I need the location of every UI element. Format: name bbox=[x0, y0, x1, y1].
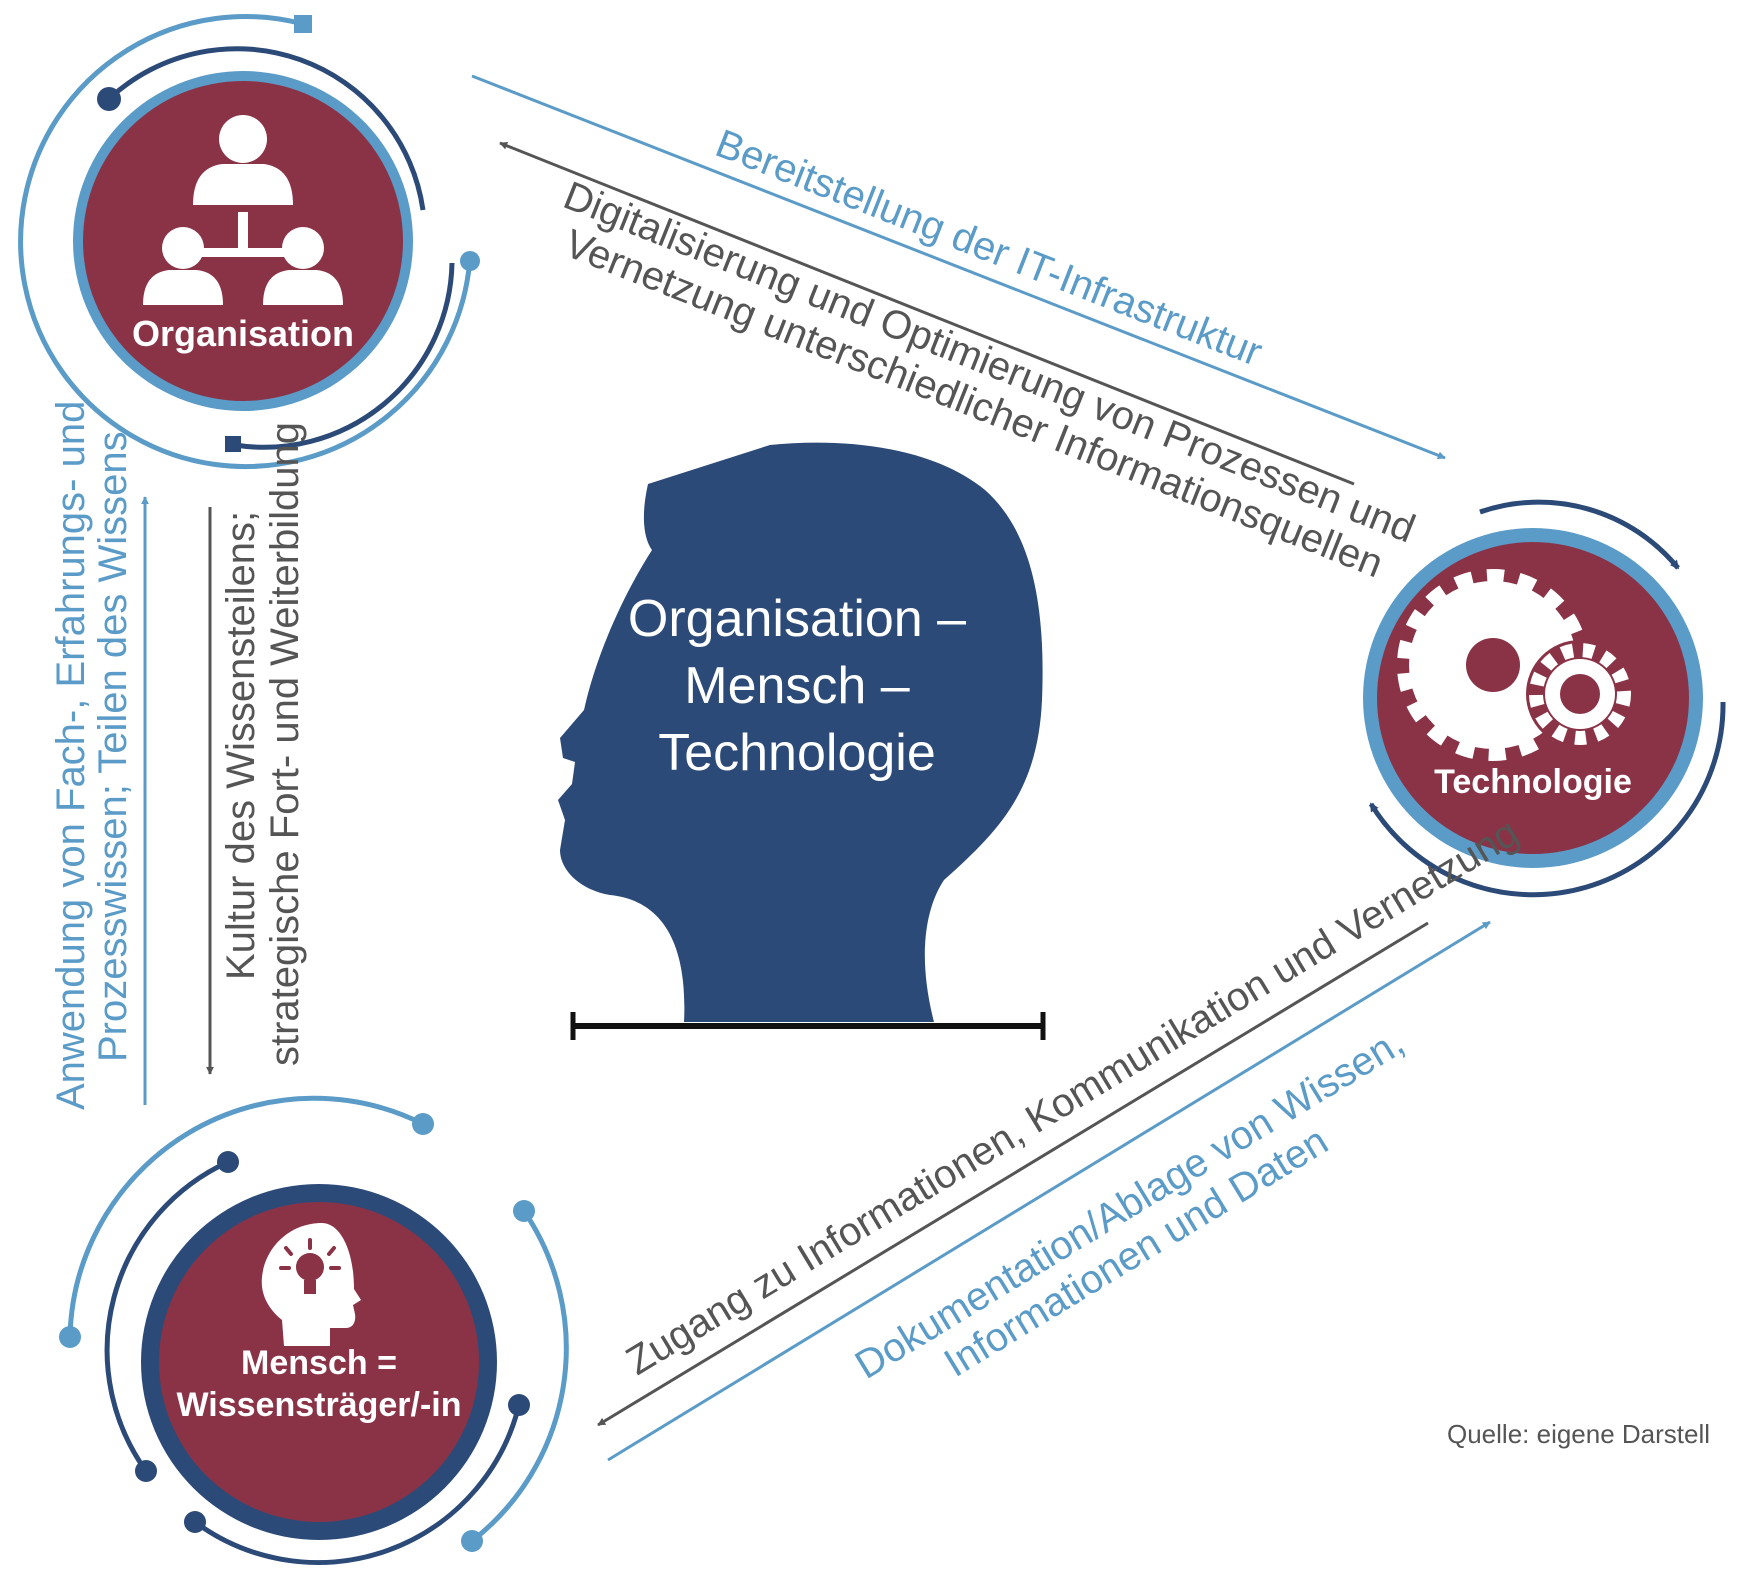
human-head-silhouette bbox=[558, 442, 1043, 1022]
technologie-label: Technologie bbox=[1434, 763, 1632, 801]
organisation-inner-arc-top bbox=[108, 46, 426, 211]
mensch-arc-dot-8 bbox=[184, 1511, 206, 1533]
arrow-tech-to-org bbox=[499, 141, 1355, 486]
mensch-inner-arc-left bbox=[104, 1159, 230, 1473]
arrow-mensch-to-tech bbox=[607, 920, 1491, 1462]
mensch-arc-dot-4 bbox=[461, 1530, 483, 1552]
mensch-node: Mensch = Wissensträger/-in bbox=[59, 1095, 569, 1566]
mensch-outer-arc-left bbox=[67, 1095, 425, 1338]
organisation-outer-arc bbox=[18, 14, 473, 470]
mensch-arc-dot-6 bbox=[135, 1460, 157, 1482]
mensch-arc-dot-7 bbox=[508, 1394, 530, 1416]
label-mensch-to-org-line1: Anwendung von Fach-, Erfahrungs- und bbox=[49, 401, 93, 1110]
organisation-node: Organisation bbox=[18, 14, 480, 470]
label-org-to-mensch-line2: strategische Fort- und Weiterbildung bbox=[263, 422, 307, 1066]
mensch-label-line1: Mensch = bbox=[241, 1344, 397, 1382]
mensch-arc-dot-2 bbox=[59, 1326, 81, 1348]
mensch-arc-dot-1 bbox=[412, 1113, 434, 1135]
organisation-arc-dot-light bbox=[460, 251, 480, 271]
center-text-line1: Organisation – bbox=[628, 590, 966, 648]
edge-org-to-mensch: Kultur des Wissensteilens; strategische … bbox=[206, 422, 307, 1075]
label-mensch-to-org-line2: Prozesswissen; Teilen des Wissens bbox=[91, 431, 135, 1062]
center-text-line3: Technologie bbox=[658, 724, 936, 782]
gears-icon bbox=[1397, 569, 1634, 761]
technologie-arc-bottom bbox=[1368, 701, 1726, 898]
center-text-line2: Mensch – bbox=[684, 657, 910, 715]
technologie-arc-top bbox=[1479, 499, 1680, 570]
mensch-arc-dot-5 bbox=[217, 1151, 239, 1173]
edge-mensch-to-org: Anwendung von Fach-, Erfahrungs- und Pro… bbox=[49, 401, 149, 1110]
label-org-to-mensch-line1: Kultur des Wissensteilens; bbox=[219, 511, 263, 980]
organisation-inner-arc-bottom bbox=[234, 262, 455, 450]
organisation-arc-square-cap bbox=[294, 15, 312, 33]
organisation-arc-square-cap-dark bbox=[225, 436, 241, 452]
center-head: Organisation – Mensch – Technologie bbox=[558, 442, 1046, 1040]
organisation-label: Organisation bbox=[132, 313, 354, 354]
arrow-org-to-tech bbox=[471, 74, 1446, 460]
mensch-label-line2: Wissensträger/-in bbox=[177, 1386, 462, 1424]
mensch-outer-arc-right bbox=[470, 1209, 569, 1543]
source-note: Quelle: eigene Darstell bbox=[1447, 1419, 1710, 1449]
mensch-core bbox=[159, 1202, 479, 1522]
technologie-node: Technologie bbox=[1363, 499, 1726, 898]
head-lightbulb-icon bbox=[261, 1223, 361, 1346]
hierarchy-icon bbox=[143, 115, 343, 305]
mensch-inner-arc-right bbox=[193, 1404, 522, 1566]
organisation-arc-dot-dark bbox=[97, 87, 121, 111]
mensch-arc-dot-3 bbox=[513, 1200, 535, 1222]
arrow-tech-to-mensch bbox=[597, 921, 1429, 1427]
